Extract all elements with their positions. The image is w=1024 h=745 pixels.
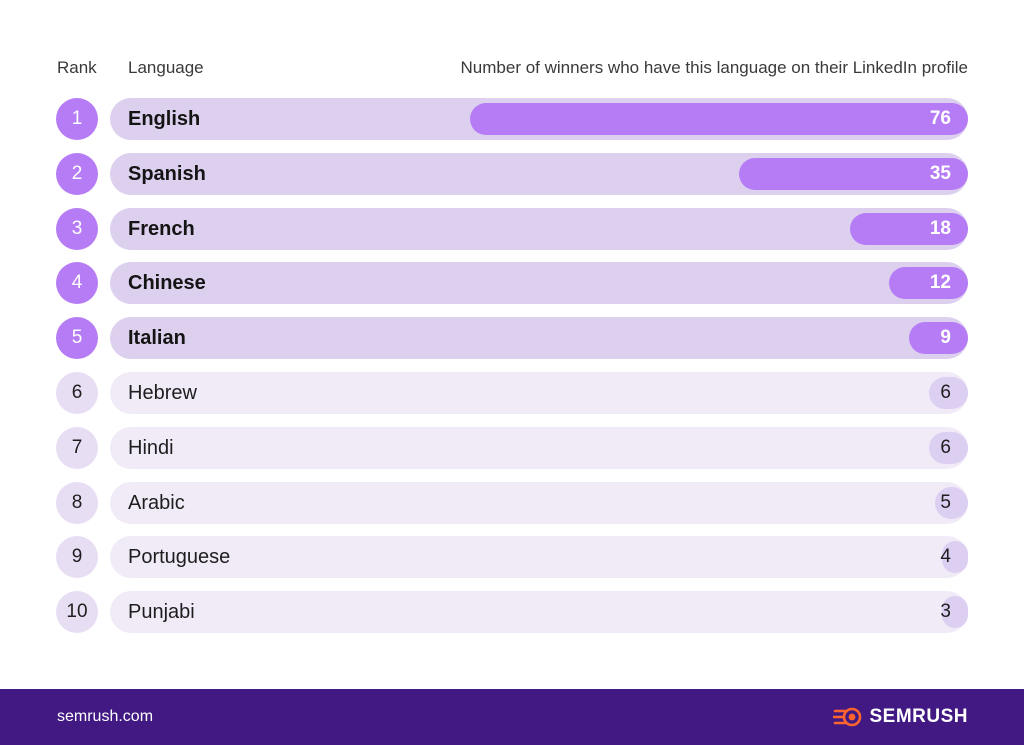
language-label: Hindi xyxy=(128,436,174,459)
rank-badge: 6 xyxy=(56,372,98,414)
value-label: 18 xyxy=(929,217,951,239)
bar-track xyxy=(110,372,968,414)
value-label: 35 xyxy=(929,162,951,184)
value-label: 9 xyxy=(940,327,951,349)
bar-row: 8 Arabic 5 xyxy=(0,481,1024,524)
rank-badge: 10 xyxy=(56,591,98,634)
bar-track xyxy=(110,591,968,634)
value-label: 76 xyxy=(929,108,951,129)
rank-badge: 8 xyxy=(56,481,98,524)
bar-row: 10 Punjabi 3 xyxy=(0,591,1024,634)
rank-badge: 4 xyxy=(56,262,98,305)
metric-column-header: Number of winners who have this language… xyxy=(460,58,968,77)
bar-track xyxy=(110,536,968,579)
bar-row: 7 Hindi 6 xyxy=(0,426,1024,469)
bar-track xyxy=(110,481,968,524)
bar-row: 1 English 76 xyxy=(0,98,1024,140)
bar xyxy=(738,157,968,190)
language-column-header: Language xyxy=(128,58,204,77)
bar xyxy=(469,103,968,135)
bar xyxy=(850,212,968,245)
value-label: 6 xyxy=(940,382,951,403)
rank-badge: 7 xyxy=(56,426,98,469)
bar xyxy=(941,541,968,574)
bar-track xyxy=(110,317,968,360)
language-label: Spanish xyxy=(128,162,206,185)
language-label: Italian xyxy=(128,327,186,350)
rank-column-header: Rank xyxy=(57,58,97,77)
brand-name: SEMRUSH xyxy=(869,706,968,727)
bar-row: 4 Chinese 12 xyxy=(0,262,1024,305)
bar xyxy=(942,596,968,629)
bar-track xyxy=(110,262,968,305)
language-label: Punjabi xyxy=(128,601,195,624)
language-label: Chinese xyxy=(128,272,206,295)
semrush-flame-icon xyxy=(833,707,862,727)
value-label: 4 xyxy=(940,546,951,568)
bar xyxy=(928,431,968,464)
bar xyxy=(935,486,968,519)
rank-badge: 2 xyxy=(56,152,98,195)
site-url: semrush.com xyxy=(57,708,154,725)
language-label: Arabic xyxy=(128,491,185,514)
bar xyxy=(909,322,968,355)
bar-row: 5 Italian 9 xyxy=(0,317,1024,360)
bar-row: 2 Spanish 35 xyxy=(0,152,1024,195)
language-label: English xyxy=(128,108,201,130)
rank-badge: 1 xyxy=(56,98,98,140)
value-label: 6 xyxy=(940,436,951,458)
bar xyxy=(928,377,968,409)
bar-row: 9 Portuguese 4 xyxy=(0,536,1024,579)
chart-header: Rank Language Number of winners who have… xyxy=(0,58,1024,78)
bar-track xyxy=(110,426,968,469)
bar xyxy=(889,267,968,300)
bar-row: 6 Hebrew 6 xyxy=(0,372,1024,414)
value-label: 3 xyxy=(940,601,951,623)
footer: semrush.com SEMRUSH xyxy=(0,689,1024,745)
rank-badge: 9 xyxy=(56,536,98,579)
value-label: 5 xyxy=(940,491,951,513)
language-label: French xyxy=(128,217,195,240)
bar-row: 3 French 18 xyxy=(0,207,1024,250)
bar-track xyxy=(110,207,968,250)
language-label: Hebrew xyxy=(128,382,197,404)
value-label: 12 xyxy=(929,272,951,294)
rank-badge: 3 xyxy=(56,207,98,250)
language-label: Portuguese xyxy=(128,546,231,569)
brand-logo: SEMRUSH xyxy=(833,706,968,728)
rank-badge: 5 xyxy=(56,317,98,360)
